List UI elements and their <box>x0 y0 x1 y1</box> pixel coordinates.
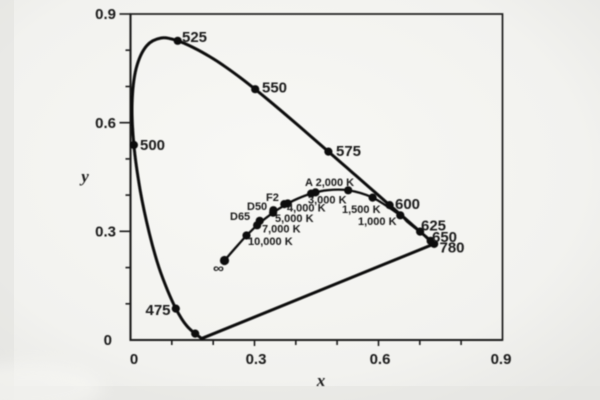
svg-text:x: x <box>316 371 326 390</box>
svg-text:0.3: 0.3 <box>246 351 267 368</box>
svg-text:0.3: 0.3 <box>95 224 116 241</box>
svg-text:600: 600 <box>395 196 420 213</box>
svg-text:7,000 K: 7,000 K <box>262 224 301 236</box>
svg-text:650: 650 <box>432 229 457 246</box>
svg-text:F2: F2 <box>266 192 279 204</box>
svg-text:500: 500 <box>140 137 165 154</box>
svg-text:∞: ∞ <box>213 261 224 276</box>
svg-text:3,000 K: 3,000 K <box>308 195 347 207</box>
svg-text:10,000 K: 10,000 K <box>248 236 293 248</box>
svg-text:0: 0 <box>130 351 138 368</box>
svg-text:1,500 K: 1,500 K <box>342 204 381 216</box>
svg-text:525: 525 <box>182 29 207 46</box>
svg-text:0.9: 0.9 <box>491 351 512 368</box>
svg-text:y: y <box>79 167 89 186</box>
svg-text:D50: D50 <box>247 201 267 213</box>
svg-text:1,000 K: 1,000 K <box>358 216 397 228</box>
svg-text:0: 0 <box>104 332 112 349</box>
svg-text:550: 550 <box>262 80 287 97</box>
svg-text:780: 780 <box>440 240 465 257</box>
svg-text:475: 475 <box>146 302 171 319</box>
svg-text:625: 625 <box>421 218 446 235</box>
svg-text:0.6: 0.6 <box>95 115 116 132</box>
svg-text:5,000 K: 5,000 K <box>275 213 314 225</box>
svg-text:D65: D65 <box>230 211 250 223</box>
svg-text:0.9: 0.9 <box>95 6 116 23</box>
svg-text:A 2,000 K: A 2,000 K <box>305 177 354 189</box>
svg-text:4,000 K: 4,000 K <box>287 203 326 215</box>
svg-text:0.6: 0.6 <box>370 351 391 368</box>
svg-text:575: 575 <box>336 143 361 160</box>
